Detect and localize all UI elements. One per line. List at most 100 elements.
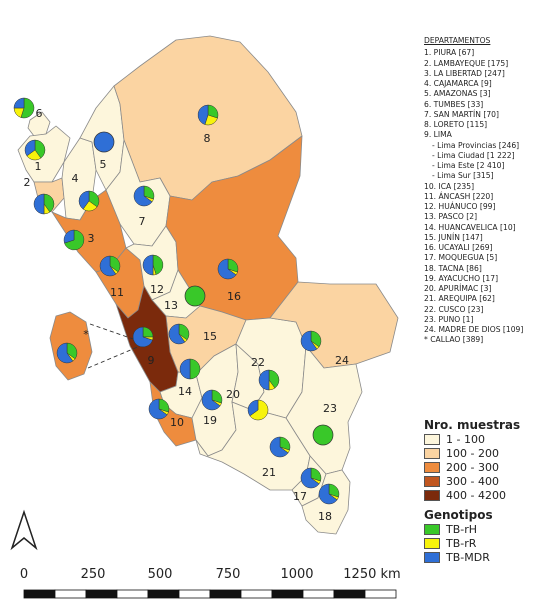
pie-4 [78, 190, 100, 212]
department-legend: DEPARTAMENTOS 1. PIURA [67] 2. LAMBAYEQUE… [424, 36, 542, 346]
pie-slice [258, 369, 270, 391]
department-legend-item: 4. CAJAMARCA [9] [424, 79, 492, 88]
department-legend-item: 22. CUSCO [23] [424, 304, 484, 314]
department-legend-item: 3. LA LIBERTAD [247] [424, 68, 505, 78]
map-label-6: 6 [36, 107, 43, 120]
pie-6 [13, 97, 35, 119]
sample-count-legend-title: Nro. muestras [424, 418, 521, 432]
pie-slice [268, 369, 280, 389]
pie-15 [168, 323, 190, 345]
department-legend-item: 24. MADRE DE DIOS [109] [424, 325, 524, 334]
scale-bar-segment [271, 589, 304, 599]
map-label-17: 17 [293, 490, 307, 503]
pie-slice [99, 255, 117, 277]
pie-slice [184, 285, 206, 307]
sample-count-label: 200 - 300 [446, 460, 499, 474]
map-label-23: 23 [323, 402, 337, 415]
department-legend-item: 10. ICA [235] [424, 181, 475, 191]
pie-20 [247, 399, 269, 421]
genotype-swatch [424, 551, 440, 563]
pie-slice [249, 399, 269, 421]
map-label-9: 9 [148, 354, 155, 367]
map-label-10: 10 [170, 416, 184, 429]
department-legend-item: - Lima Ciudad [1 222] [432, 150, 515, 160]
department-legend-item: * CALLAO [389] [424, 335, 484, 345]
pie-slice [33, 193, 45, 215]
department-legend-item: 1. PIURA [67] [424, 48, 475, 58]
pie-slice [88, 190, 100, 208]
genotype-label: TB-rR [446, 536, 477, 550]
department-legend-item: 11. ÁNCASH [220] [424, 191, 494, 201]
pie-22 [258, 369, 280, 391]
pie-23 [312, 424, 334, 446]
scale-bar-tick: 1000 [280, 567, 313, 582]
genotype-swatch [424, 523, 440, 535]
department-legend-item: - Lima Provincias [246] [432, 140, 520, 150]
sample-count-item: 1 - 100 [424, 432, 520, 446]
map-label-4: 4 [72, 172, 79, 185]
department-legend-item: 6. TUMBES [33] [424, 99, 484, 109]
map-label-24: 24 [335, 354, 349, 367]
sample-count-legend: Nro. muestras 1 - 100 100 - 200 200 - 300 3… [424, 412, 520, 502]
department-legend-item: 8. LORETO [115] [424, 120, 488, 129]
genotype-label: TB-MDR [446, 550, 490, 564]
sample-count-swatch [424, 447, 440, 459]
pie-17 [300, 467, 322, 489]
pie-9 [132, 326, 154, 348]
sample-count-swatch [424, 461, 440, 473]
department-legend-item: 5. AMAZONAS [3] [424, 89, 491, 99]
sample-count-label: 400 - 4200 [446, 488, 506, 502]
department-legend-item: 13. PASCO [2] [424, 212, 478, 222]
department-list: 1. PIURA [67] 2. LAMBAYEQUE [175] 3. LA LI… [424, 48, 542, 345]
pie-2 [33, 193, 55, 215]
pie-slice [13, 97, 25, 109]
department-legend-item: 12. HUÁNUCO [99] [424, 202, 496, 211]
pie-slice [148, 398, 168, 420]
genotype-item: TB-rR [424, 536, 493, 550]
pie-7 [133, 185, 155, 207]
map-label-8: 8 [204, 132, 211, 145]
map-label-21: 21 [262, 466, 276, 479]
map-label-18: 18 [318, 510, 332, 523]
department-legend-item: 23. PUNO [1] [424, 314, 474, 324]
scale-bar-segment [333, 589, 366, 599]
scale-bar-segment [240, 589, 273, 599]
pie-19 [201, 389, 223, 411]
map-label-20: 20 [226, 388, 240, 401]
department-legend-title: DEPARTAMENTOS [424, 36, 491, 45]
pie-slice [247, 399, 259, 417]
pie-10 [148, 398, 170, 420]
scale-bar-tick: 250 [81, 567, 106, 582]
pie-slice [312, 424, 334, 446]
department-legend-item: 21. AREQUIPA [62] [424, 294, 495, 304]
pie-slice [269, 436, 289, 458]
map-label-14: 14 [178, 385, 192, 398]
genotype-swatch [424, 537, 440, 549]
pie-24 [300, 330, 322, 352]
pie-slice [63, 229, 75, 244]
department-legend-item: 16. UCAYALI [269] [424, 243, 493, 252]
pie-13 [184, 285, 206, 307]
pie-14 [179, 358, 201, 380]
pie-slice [201, 389, 221, 411]
pie-slice [93, 131, 115, 153]
pie-slice [133, 185, 153, 207]
sample-count-label: 1 - 100 [446, 432, 485, 446]
sample-count-item: 100 - 200 [424, 446, 520, 460]
region-la-libertad [51, 189, 127, 273]
pie-slice [217, 258, 237, 280]
scale-bar: 0 250 500 750 1000 1250 km [20, 567, 401, 599]
genotype-legend: Genotipos TB-rH TB-rR TB-MDR [424, 502, 493, 564]
pie-slice [109, 255, 121, 273]
department-legend-item: 15. JUNÍN [147] [424, 232, 483, 242]
scale-bar-tick: 500 [148, 567, 173, 582]
pie-5 [93, 131, 115, 153]
department-legend-item: 18. TACNA [86] [424, 263, 482, 273]
genotype-item: TB-MDR [424, 550, 493, 564]
map-label-13: 13 [164, 299, 178, 312]
genotype-item: TB-rH [424, 522, 493, 536]
region-arequipa [195, 401, 311, 491]
department-legend-item: 17. MOQUEGUA [5] [424, 253, 498, 263]
department-legend-item: 7. SAN MARTÍN [70] [424, 109, 499, 119]
